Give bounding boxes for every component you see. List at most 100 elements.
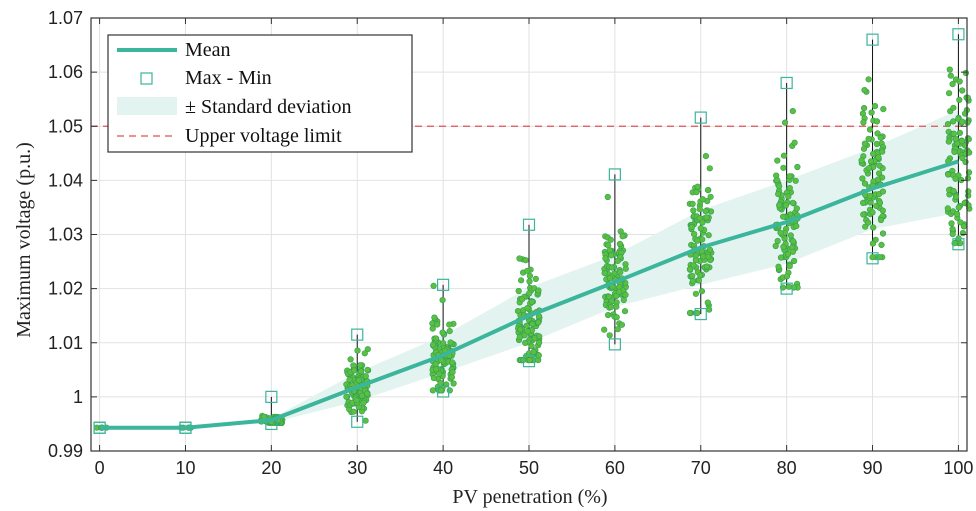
sample-point xyxy=(518,296,526,303)
sample-point xyxy=(952,193,960,200)
sample-point xyxy=(693,189,700,196)
sample-point xyxy=(786,263,793,270)
sample-point xyxy=(790,257,798,265)
sample-point xyxy=(622,265,629,272)
sample-point xyxy=(517,326,524,333)
sample-point xyxy=(861,86,868,94)
sample-point xyxy=(880,105,887,113)
sample-point xyxy=(446,328,453,335)
sample-point xyxy=(859,199,867,206)
sample-point xyxy=(430,375,438,382)
sample-point xyxy=(867,158,875,165)
sample-point xyxy=(794,163,801,171)
sample-point xyxy=(775,263,782,270)
sample-point xyxy=(944,120,952,128)
y-tick-label: 1.02 xyxy=(48,279,83,299)
sample-point xyxy=(697,272,704,279)
sample-point xyxy=(866,192,874,199)
sample-point xyxy=(789,107,796,115)
sample-point xyxy=(706,246,714,253)
sample-point xyxy=(866,126,874,133)
y-tick-label: 1.03 xyxy=(48,225,83,245)
sample-point xyxy=(860,211,867,218)
sample-point xyxy=(604,312,612,319)
sample-point xyxy=(343,393,350,400)
sample-point xyxy=(868,109,875,116)
y-tick-label: 1.05 xyxy=(48,116,83,136)
x-tick-label: 0 xyxy=(95,458,105,478)
sample-point xyxy=(602,255,609,262)
sample-point xyxy=(604,193,611,201)
x-tick-label: 50 xyxy=(519,458,539,478)
mean-line xyxy=(99,159,960,430)
sample-point xyxy=(535,339,543,346)
sample-point xyxy=(959,154,966,162)
sample-point xyxy=(875,154,882,161)
sample-point xyxy=(873,140,880,148)
y-tick-label: 1.04 xyxy=(48,170,83,190)
mean-line-path xyxy=(99,159,960,430)
sample-point xyxy=(517,277,525,284)
axes xyxy=(90,17,968,452)
sample-point xyxy=(620,296,627,304)
sample-point xyxy=(360,399,367,406)
sample-point xyxy=(869,254,876,261)
sample-point xyxy=(529,320,536,328)
sample-point xyxy=(449,359,456,366)
min-marker xyxy=(694,307,707,321)
sample-point xyxy=(790,238,797,245)
tick-labels: 0 10 20 30 40 50 60 70 80 90 100 0.99 1 1.01 1.02 1.03 1… xyxy=(48,8,973,478)
sample-point xyxy=(959,230,967,237)
sample-point xyxy=(601,326,608,333)
sample-point xyxy=(530,348,537,356)
sample-point xyxy=(949,226,956,233)
sample-point xyxy=(962,69,970,77)
sample-point xyxy=(354,347,361,354)
sample-point xyxy=(950,104,957,111)
sample-point xyxy=(870,150,877,157)
sample-point xyxy=(785,193,792,200)
sample-point xyxy=(959,118,966,125)
sample-point xyxy=(877,134,884,141)
sample-point xyxy=(347,356,354,363)
max-marker xyxy=(265,390,278,403)
sample-point xyxy=(616,240,624,247)
max-marker xyxy=(608,168,621,181)
sample-point xyxy=(945,171,952,178)
sample-point xyxy=(535,352,542,359)
sample-point xyxy=(355,377,362,384)
min-marker xyxy=(437,385,450,398)
sample-point xyxy=(447,339,454,346)
sample-point xyxy=(439,329,446,336)
sample-point xyxy=(949,80,956,88)
sample-point xyxy=(526,272,534,280)
sample-point xyxy=(699,219,706,226)
y-tick-label: 1.07 xyxy=(48,8,83,28)
sample-point xyxy=(775,191,782,198)
sample-point xyxy=(364,390,371,397)
sample-point xyxy=(860,104,868,112)
sample-point xyxy=(879,148,886,155)
sample-point xyxy=(429,387,437,394)
sample-point xyxy=(946,66,953,73)
sample-point xyxy=(440,340,447,347)
sample-point xyxy=(614,326,621,333)
sample-point xyxy=(353,397,360,404)
sample-point xyxy=(364,346,371,353)
y-axis-title: Maximum voltage (p.u.) xyxy=(13,142,35,338)
sample-point xyxy=(952,135,959,142)
sample-point xyxy=(787,232,794,239)
sample-point xyxy=(861,180,869,187)
sample-point xyxy=(879,230,887,237)
sample-point xyxy=(526,278,533,285)
sample-point xyxy=(608,252,615,259)
sample-point xyxy=(437,380,444,387)
sample-point xyxy=(784,251,792,258)
sample-point xyxy=(694,183,701,190)
sample-point xyxy=(522,257,529,264)
sample-point xyxy=(522,339,529,347)
sample-point xyxy=(690,262,697,269)
sample-point xyxy=(859,175,866,182)
sample-point xyxy=(792,177,799,184)
